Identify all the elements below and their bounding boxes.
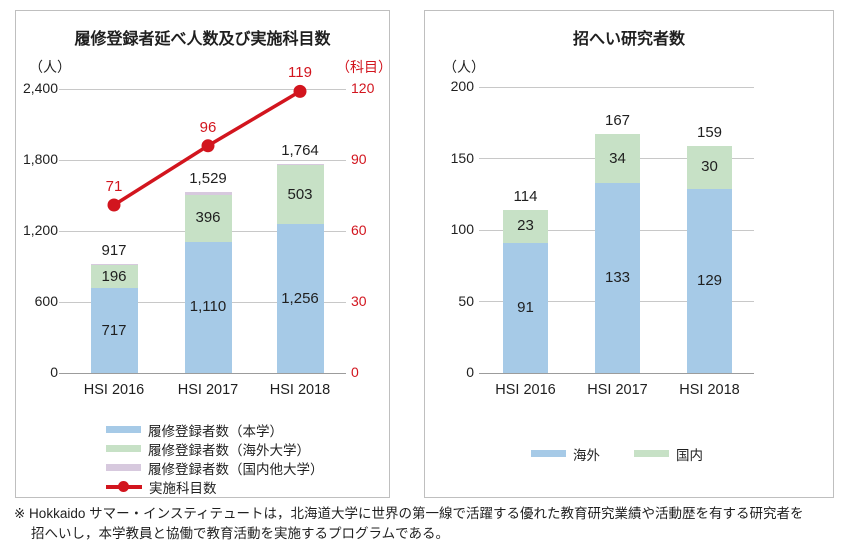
bar-segment	[503, 242, 548, 373]
bar-segment	[276, 164, 324, 165]
legend-swatch	[106, 445, 141, 452]
legend-swatch	[531, 450, 566, 457]
y-axis-tick-label: 150	[450, 149, 474, 166]
bar-segment	[687, 188, 732, 373]
line-value-label: 71	[105, 177, 123, 195]
bar-segment	[687, 145, 732, 189]
footnote: ※ Hokkaido サマー・インスティテュートは，北海道大学に世界の第一線で活…	[14, 504, 854, 544]
bar-value-label: 30	[701, 158, 718, 176]
y2-axis-tick-label: 0	[351, 364, 359, 380]
bar-segment	[503, 209, 548, 243]
x-axis-category-label: HSI 2017	[177, 382, 239, 398]
line-point-marker	[293, 84, 307, 98]
bar-segment	[276, 224, 324, 373]
chart-title: 履修登録者延べ人数及び実施科目数	[74, 31, 331, 48]
line-value-label: 119	[288, 64, 312, 82]
bar-value-label: 717	[101, 321, 127, 339]
y-axis-tick-label: 1,200	[22, 222, 58, 238]
y-axis-tick-label: 200	[450, 78, 474, 94]
y-axis-tick-label: 0	[466, 364, 474, 380]
bar-total-label: 917	[101, 242, 127, 260]
legend-label: 履修登録者数（海外大学）	[148, 442, 310, 458]
legend-item: 履修登録者数（国内他大学）	[106, 458, 324, 477]
bar-total-label: 1,529	[189, 170, 227, 188]
y2-axis-unit: （科目）	[336, 59, 392, 75]
legend-label: 海外	[573, 447, 600, 463]
bar-segment	[595, 134, 640, 183]
bar-segment	[595, 182, 640, 373]
chart-panel-enrollment: 履修登録者延べ人数及び実施科目数 （人） （科目） 履修登録者数（本学） 履修登…	[15, 10, 392, 498]
bar-value-label: 196	[101, 267, 127, 285]
gridline	[479, 372, 754, 374]
x-axis-category-label: HSI 2018	[679, 382, 740, 398]
y-axis-unit: （人）	[29, 59, 71, 75]
bar-value-label: 129	[696, 271, 723, 289]
x-axis-category-label: HSI 2017	[587, 382, 648, 398]
bar-value-label: 1,256	[281, 289, 319, 307]
y-axis-tick-label: 100	[450, 221, 474, 237]
bar-segment	[184, 192, 232, 195]
legend-swatch	[106, 464, 141, 471]
footnote-line1: ※ Hokkaido サマー・インスティテュートは，北海道大学に世界の第一線で活…	[14, 506, 804, 521]
x-axis-category-label: HSI 2016	[83, 382, 145, 398]
legend-item: 海外	[531, 444, 600, 463]
bar-total-label: 167	[604, 112, 631, 130]
legend-item: 履修登録者数（海外大学）	[106, 439, 310, 458]
chart-panel-researchers: 招へい研究者数 （人） 海外 国内 200 150 100 50 0 91 23 114 HSI…	[424, 10, 834, 498]
legend-line-marker-icon	[106, 480, 142, 492]
bar-total-label: 159	[696, 123, 723, 141]
legend-swatch	[634, 450, 669, 457]
y-axis-tick-label: 2,400	[22, 80, 58, 96]
chart-title: 招へい研究者数	[572, 31, 685, 48]
legend-label: 実施科目数	[149, 480, 217, 496]
legend-item: 国内	[634, 444, 703, 463]
bar-value-label: 503	[287, 185, 313, 203]
bar-value-label: 23	[517, 217, 534, 235]
bar-value-label: 133	[604, 268, 631, 286]
y-axis-tick-label: 50	[458, 292, 474, 309]
y2-axis-tick-label: 90	[351, 151, 367, 167]
gridline	[479, 86, 754, 88]
gridline	[59, 159, 346, 161]
legend-label: 履修登録者数（本学）	[148, 423, 283, 439]
y2-axis-tick-label: 30	[351, 293, 367, 309]
legend-label: 履修登録者数（国内他大学）	[148, 461, 324, 477]
y-axis-unit: （人）	[443, 59, 485, 75]
bar-value-label: 34	[609, 149, 626, 167]
gridline	[59, 88, 346, 90]
y-axis-tick-label: 1,800	[22, 151, 58, 167]
gridline	[59, 372, 346, 374]
bar-segment	[184, 241, 232, 373]
line-point-marker	[107, 198, 121, 212]
line-value-label: 96	[199, 118, 217, 136]
x-axis-category-label: HSI 2018	[269, 382, 331, 398]
bar-value-label: 91	[517, 298, 534, 316]
bar-total-label: 1,764	[281, 142, 319, 160]
y2-axis-tick-label: 120	[351, 80, 375, 96]
footnote-line2: 招へいし，本学教員と協働で教育活動を実施するプログラムである。	[31, 526, 449, 541]
legend-swatch	[106, 426, 141, 433]
bar-segment	[90, 288, 138, 373]
y-axis-tick-label: 0	[50, 364, 58, 380]
y2-axis-tick-label: 60	[351, 222, 367, 238]
legend-item: 実施科目数	[106, 477, 217, 496]
bar-value-label: 396	[195, 209, 221, 227]
bar-total-label: 114	[513, 187, 538, 205]
bar-value-label: 1,110	[189, 298, 227, 316]
y-axis-tick-label: 600	[34, 293, 58, 309]
legend-item: 履修登録者数（本学）	[106, 420, 283, 439]
x-axis-category-label: HSI 2016	[495, 382, 556, 398]
bar-segment	[90, 264, 138, 289]
line-point-marker	[201, 139, 215, 153]
legend-label: 国内	[676, 447, 703, 463]
